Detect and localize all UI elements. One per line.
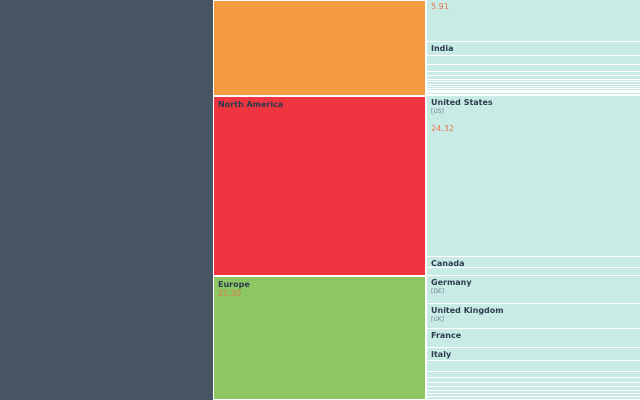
region-cell: Europe 21.30 — [213, 276, 426, 400]
region-label: Europe — [218, 280, 250, 289]
country-cell — [426, 268, 640, 276]
country-label: United Kingdom — [431, 306, 504, 316]
country-code-label: [US] — [431, 108, 444, 115]
country-cell — [426, 72, 640, 77]
country-cell: United States [US] 24.32 — [426, 96, 640, 257]
country-cell: India — [426, 42, 640, 57]
country-cell — [426, 394, 640, 398]
region-value-label: 21.30 — [218, 289, 241, 298]
country-cell — [426, 92, 640, 94]
country-label: Germany — [431, 278, 472, 287]
country-value-label: 5.91 — [431, 2, 449, 11]
country-cell — [426, 65, 640, 72]
country-cell — [426, 82, 640, 85]
region-cell: North America — [213, 96, 426, 276]
country-cell — [426, 391, 640, 395]
region-cell — [213, 0, 426, 96]
country-label: Italy — [431, 349, 452, 359]
country-cell — [426, 88, 640, 91]
country-cell — [426, 387, 640, 392]
country-cell — [426, 76, 640, 80]
country-cell — [426, 371, 640, 379]
country-cell — [426, 94, 640, 96]
country-cell — [426, 84, 640, 88]
country-cell: France — [426, 328, 640, 348]
country-value-label: 24.32 — [431, 124, 454, 133]
country-cell — [426, 383, 640, 388]
country-label: France — [431, 330, 462, 340]
country-cell — [426, 90, 640, 93]
country-cell — [426, 378, 640, 384]
country-cell: Canada — [426, 256, 640, 269]
country-cell — [426, 93, 640, 95]
country-cell — [426, 361, 640, 372]
country-cell — [426, 87, 640, 89]
country-cell: Germany [DE] — [426, 276, 640, 305]
country-code-label: [UK] — [431, 316, 445, 324]
country-label: United States — [431, 98, 493, 107]
country-cell — [426, 79, 640, 83]
country-code-label: [DE] — [431, 288, 445, 295]
country-cell: United Kingdom [UK] — [426, 304, 640, 329]
country-cell: 5.91 — [426, 0, 640, 43]
country-cell — [426, 56, 640, 66]
country-label: India — [431, 44, 454, 54]
root-area — [0, 0, 213, 400]
country-label: Canada — [431, 258, 465, 268]
country-cell: Italy — [426, 347, 640, 362]
region-label: North America — [218, 100, 284, 109]
